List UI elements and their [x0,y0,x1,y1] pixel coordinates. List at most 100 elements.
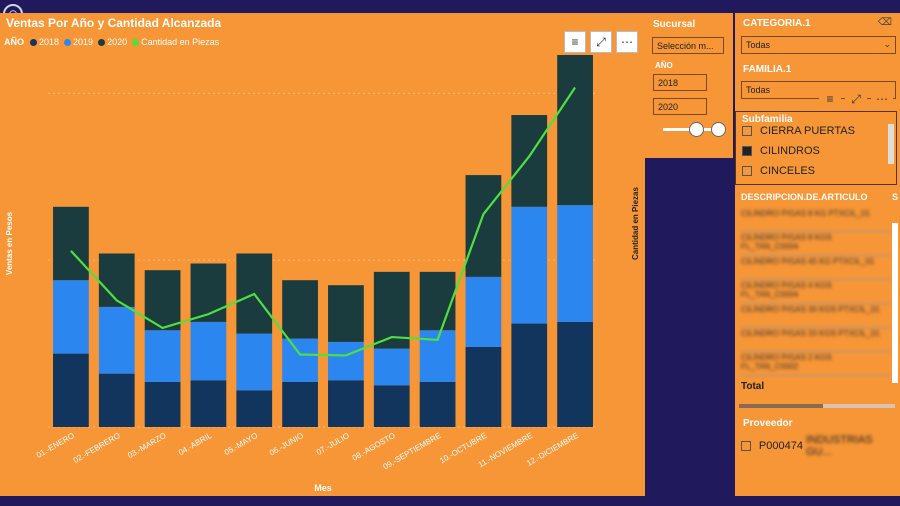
anio-to-input[interactable]: 2020 [653,98,707,115]
bar-2020 [373,271,410,349]
table-row[interactable]: CILINDRO P/GAS 30 KGS PTXCIL_01 [741,305,890,328]
checkbox[interactable] [742,166,752,176]
anio-title: AÑO [655,61,673,70]
filter-icon[interactable]: ≡ [564,31,586,53]
x-tick-label: 12.-DICIEMBRE [525,431,580,468]
proveedor-item[interactable]: P000474 INDUSTRIAS GU... [741,434,900,458]
x-tick-label: 05.-MAYO [223,431,259,457]
chevron-down-icon: ⌄ [883,39,891,49]
bar-2019 [282,338,318,382]
subfamilia-title: Subfamilia [742,114,793,125]
scrollbar[interactable] [892,223,898,383]
filter-icon[interactable]: ≡ [819,88,841,110]
bar-2020 [511,115,548,207]
sucursal-title: Sucursal [653,19,696,30]
anio-slider-handle-left[interactable] [689,122,704,137]
table-row[interactable]: CILINDRO P/GAS 45 KG PTXCIL_01 [741,257,890,280]
table-row[interactable]: CILINDRO P/GAS 20 KGS PTXCIL_01 [741,329,890,352]
chart-title: Ventas Por Año y Cantidad Alcanzada [6,16,222,30]
sucursal-value: Selección m... [657,41,714,51]
bar-2019 [465,276,502,347]
bar-2020 [419,271,456,331]
legend-title: AÑO [4,37,24,47]
bar-2018 [328,380,364,427]
subfamilia-header-icons: ≡ ⤢ ⋯ [819,88,893,110]
chart-legend: AÑO 2018 2019 2020 Cantidad en Piezas [4,37,224,47]
y-axis-title-left: Ventas en Pesos [5,211,14,275]
table-row[interactable]: CILINDRO P/GAS 2 KGS FL_TAN_C0002 [741,353,890,376]
bar-2020 [328,285,364,342]
bar-2018 [98,373,135,427]
checkbox[interactable] [741,441,751,451]
bar-2018 [373,385,410,427]
x-tick-label: 01.-ENERO [35,431,76,460]
chart-header-icons: ≡ ⤢ ⋯ [564,31,638,53]
bar-2019 [511,206,548,324]
bar-2018 [511,323,548,427]
sucursal-panel: Sucursal Selección m... AÑO 2018 2020 [645,13,733,158]
scrollbar[interactable] [888,124,894,164]
bar-2019 [53,280,89,354]
sucursal-dropdown[interactable]: Selección m... [652,37,724,54]
bar-2020 [282,280,318,339]
legend-item-2019[interactable]: 2019 [64,37,93,47]
categoria-dropdown[interactable]: Todas ⌄ [741,36,896,54]
anio-slider-handle-right[interactable] [711,122,726,137]
focus-mode-icon[interactable]: ⤢ [590,31,612,53]
x-axis-title: Mes [314,483,332,493]
table-row[interactable]: CILINDRO P/GAS 4 KGS FL_TAN_C0004 [741,281,890,304]
filters-panel: CATEGORIA.1 ⌫ Todas ⌄ FAMILIA.1 Todas ≡ ⤢… [735,13,900,496]
focus-mode-icon[interactable]: ⤢ [845,88,867,110]
checkbox[interactable] [742,146,752,156]
x-tick-label: 06.-JUNIO [268,431,305,458]
checkbox[interactable] [742,126,752,136]
x-tick-label: 04.-ABRIL [177,431,214,458]
bar-2020 [557,54,593,206]
more-options-icon[interactable]: ⋯ [871,88,893,110]
legend-item-2018[interactable]: 2018 [30,37,59,47]
table-row[interactable]: CILINDRO P/GAS 8 KG PTXCIL_01 [741,209,890,232]
bar-2019 [144,330,181,382]
y-axis-title-right: Cantidad en Piezas [631,187,640,260]
x-tick-label: 03.-MARZO [126,431,167,460]
articulos-header[interactable]: DESCRIPCION.DE.ARTICULO [741,192,868,202]
total-label: Total [741,381,765,392]
x-tick-label: 02.-FEBRERO [72,431,122,465]
bar-2019 [373,348,410,386]
clear-selection-icon[interactable]: ⌫ [877,17,892,28]
bar-2020 [190,263,227,322]
legend-item-cantidad[interactable]: Cantidad en Piezas [132,37,219,47]
proveedor-title: Proveedor [743,418,793,429]
bar-2019 [236,333,273,391]
table-row[interactable]: CILINDRO P/GAS 8 KGS FL_TAN_C0004 [741,233,890,256]
bar-2018 [53,353,89,427]
familia-title: FAMILIA.1 [743,64,792,75]
familia-value: Todas [746,85,771,95]
line-cantidad-en-piezas [70,86,576,357]
bar-2018 [190,380,227,427]
bar-2020 [465,175,502,277]
x-tick-label: 07.-JULIO [315,431,351,457]
bar-2018 [557,321,593,427]
bar-2020 [98,253,135,307]
bar-2020 [53,206,89,281]
articulos-header-right[interactable]: S [891,192,898,202]
bar-2019 [190,321,227,381]
bar-2018 [236,390,273,427]
horizontal-scrollbar[interactable] [739,404,895,408]
bar-2019 [557,205,593,322]
subfamilia-item[interactable]: CIERRA PUERTAS [742,125,855,137]
legend-item-2020[interactable]: 2020 [98,37,127,47]
subfamilia-slicer: Subfamilia CIERRA PUERTAS CILINDROS CINC… [735,111,897,185]
categoria-title: CATEGORIA.1 [743,18,811,29]
categoria-value: Todas [746,40,771,50]
bar-2019 [328,341,364,381]
subfamilia-item[interactable]: CILINDROS [742,145,820,157]
subfamilia-item[interactable]: CINCELES [742,165,815,177]
more-options-icon[interactable]: ⋯ [616,31,638,53]
bar-2018 [282,381,318,427]
bar-2019 [98,306,135,374]
chart-visual[interactable]: Ventas Por Año y Cantidad Alcanzada AÑO … [0,13,645,496]
anio-from-input[interactable]: 2018 [653,74,707,91]
